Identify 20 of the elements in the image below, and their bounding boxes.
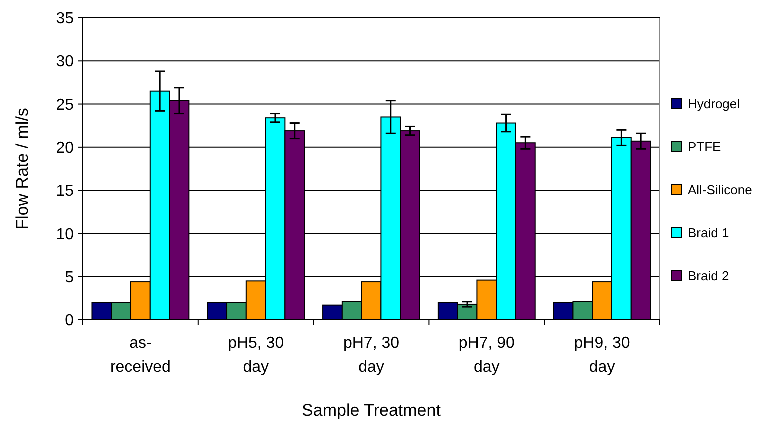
x-axis-title: Sample Treatment <box>302 401 442 420</box>
x-tick-label: as-received <box>110 335 171 376</box>
y-tick-label: 35 <box>56 10 74 28</box>
y-tick-label: 5 <box>65 269 74 286</box>
y-tick-label: 30 <box>56 54 74 71</box>
y-tick-label: 25 <box>56 96 74 114</box>
x-tick-label: pH7, 30 day <box>343 335 400 376</box>
legend-label: Braid 2 <box>688 268 730 284</box>
legend-label: Braid 1 <box>688 226 730 241</box>
x-tick-label: pH9, 30 day <box>574 335 630 376</box>
y-tick-label: 20 <box>56 140 74 158</box>
legend-label: PTFE <box>688 140 722 155</box>
legend-label: Hydrogel <box>688 96 740 112</box>
x-tick-label: pH7, 90 day <box>458 335 516 376</box>
y-tick-label: 15 <box>56 183 74 200</box>
x-tick-label: pH5, 30 day <box>228 335 284 376</box>
legend-label: All-Silicone <box>688 182 752 198</box>
y-tick-label: 0 <box>65 312 74 330</box>
y-tick-label: 10 <box>56 226 74 244</box>
y-axis-title: Flow Rate / ml/s <box>13 108 32 230</box>
